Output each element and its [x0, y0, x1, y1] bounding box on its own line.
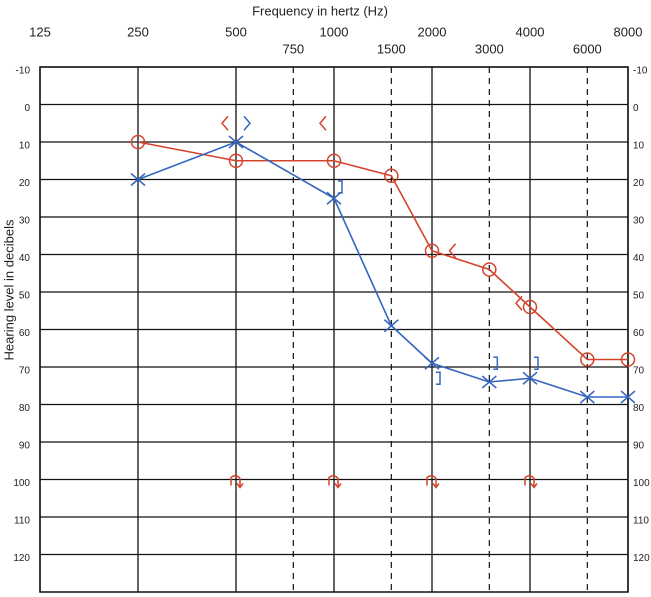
y-axis-label: Hearing level in decibels [1, 219, 16, 360]
marker-circle [620, 352, 636, 367]
chart-title: Frequency in hertz (Hz) [252, 3, 388, 18]
marker-lt [515, 295, 523, 311]
y-tick-label: -10 [16, 66, 31, 77]
marker-cross [228, 135, 244, 149]
y-tick-label-right: 50 [633, 291, 645, 302]
marker-cross [130, 172, 146, 187]
y-tick-label: 120 [13, 553, 30, 564]
y-tick-label-right: 70 [633, 366, 645, 377]
y-tick-label-right: 60 [633, 328, 645, 339]
marker-no-response [426, 475, 440, 489]
x-tick-label-minor: 6000 [573, 41, 602, 56]
marker-circle [424, 243, 440, 258]
marker-no-response [524, 475, 538, 489]
y-tick-label-right: 80 [633, 403, 645, 414]
y-tick-label: 110 [14, 516, 30, 527]
marker-circle [326, 153, 342, 168]
y-tick-label-right: 110 [633, 516, 649, 527]
marker-circle [228, 153, 244, 168]
marker-bracket [338, 180, 343, 194]
y-tick-label-right: 120 [633, 553, 650, 564]
marker-cross [579, 390, 595, 404]
marker-no-response [230, 475, 244, 489]
y-tick-label: 40 [19, 253, 31, 264]
x-tick-label: 500 [225, 24, 247, 39]
x-tick-label-minor: 1500 [377, 41, 406, 56]
y-tick-label: 90 [19, 441, 31, 452]
y-tick-label-right: 90 [633, 441, 645, 452]
y-tick-label: 70 [19, 366, 31, 377]
marker-cross [424, 356, 440, 370]
y-tick-label: 30 [19, 216, 31, 227]
marker-no-response [328, 475, 342, 489]
marker-lt [221, 115, 229, 131]
x-tick-label: 4000 [516, 24, 545, 39]
x-tick-label: 125 [29, 24, 51, 39]
marker-bracket [493, 356, 499, 370]
x-tick-label: 1000 [320, 24, 349, 39]
marker-circle [522, 299, 538, 315]
y-tick-label-right: 100 [633, 478, 650, 489]
x-tick-label: 250 [127, 24, 149, 39]
marker-cross [481, 375, 497, 389]
y-tick-label: 80 [19, 403, 31, 414]
y-tick-label: 100 [13, 478, 30, 489]
marker-cross [326, 191, 342, 205]
marker-lt [448, 243, 457, 259]
y-tick-label: 60 [19, 328, 31, 339]
marker-circle [130, 134, 146, 150]
series-line [137, 141, 628, 398]
marker-gt [243, 115, 251, 131]
marker-circle [482, 262, 497, 277]
y-tick-label: 50 [19, 291, 31, 302]
x-tick-label: 2000 [418, 24, 447, 39]
x-tick-label-minor: 3000 [475, 41, 504, 56]
marker-circle [384, 168, 399, 183]
marker-bracket [436, 371, 441, 385]
x-tick-label-minor: 750 [282, 41, 304, 56]
series-line [137, 141, 628, 361]
y-tick-label-right: 0 [633, 103, 639, 114]
marker-cross [383, 319, 399, 333]
marker-bracket [534, 356, 539, 370]
x-tick-label: 8000 [614, 24, 643, 39]
y-tick-label: 0 [24, 103, 30, 114]
y-tick-label-right: 40 [633, 253, 645, 264]
marker-cross [620, 390, 636, 404]
y-tick-label: 20 [19, 178, 31, 189]
y-tick-label-right: 10 [633, 141, 645, 152]
y-tick-label: 10 [19, 141, 31, 152]
marker-lt [319, 115, 327, 131]
marker-cross [522, 371, 538, 385]
y-tick-label-right: 30 [633, 216, 645, 227]
y-tick-label-right: 20 [633, 178, 645, 189]
marker-circle [580, 352, 595, 367]
y-tick-label-right: -10 [633, 66, 648, 77]
